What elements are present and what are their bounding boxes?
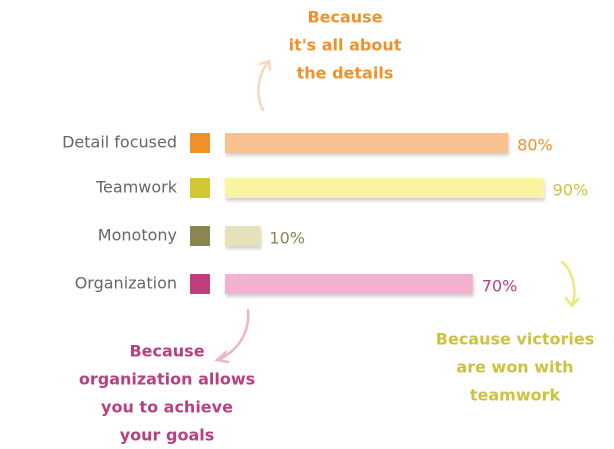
arrow	[560, 260, 580, 308]
arrow	[214, 308, 250, 364]
annotation: organization allows	[79, 370, 255, 389]
value-label: 80%	[517, 136, 553, 155]
annotation: your goals	[120, 426, 215, 445]
arrows	[214, 59, 580, 364]
annotation: the details	[297, 64, 394, 83]
annotation: are won with	[456, 358, 573, 377]
bar	[225, 274, 473, 294]
annotation: Because	[129, 342, 204, 361]
annotation: Because victories	[436, 330, 594, 349]
legend-square	[190, 133, 210, 153]
arrow	[257, 59, 272, 112]
category-label: Detail focused	[62, 133, 177, 152]
legend-square	[190, 226, 210, 246]
value-label: 70%	[482, 277, 518, 296]
annotation: you to achieve	[101, 398, 233, 417]
category-label: Organization	[75, 274, 177, 293]
category-label: Teamwork	[95, 178, 178, 197]
annotation: teamwork	[470, 386, 561, 405]
bar	[225, 178, 544, 198]
value-label: 10%	[269, 229, 305, 248]
category-label: Monotony	[98, 226, 177, 245]
annotation: it's all about	[289, 36, 402, 55]
annotation: Because	[307, 8, 382, 27]
value-label: 90%	[553, 181, 589, 200]
legend-square	[190, 274, 210, 294]
bar	[225, 133, 509, 153]
legend-square	[190, 178, 210, 198]
bar	[225, 226, 261, 246]
